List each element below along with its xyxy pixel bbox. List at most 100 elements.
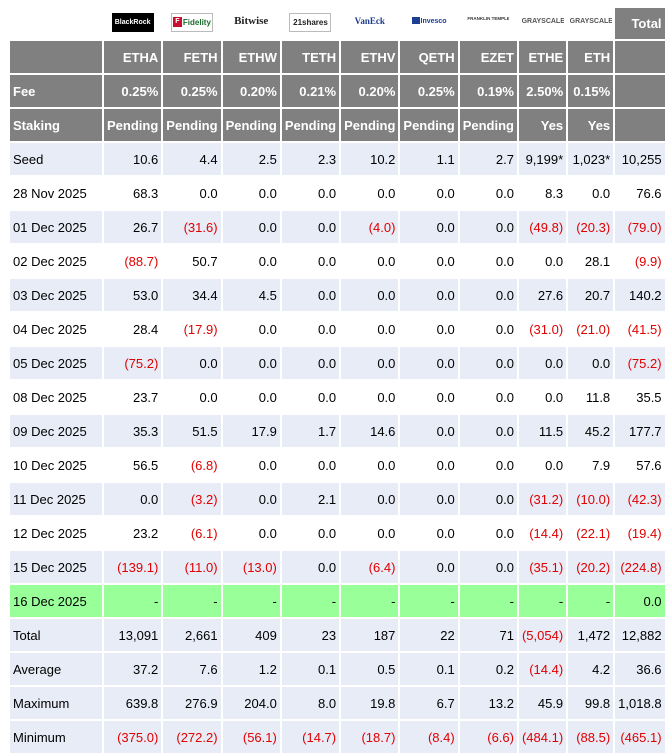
table-row: 02 Dec 2025 (88.7) 50.7 0.0 0.0 0.0 0.0 0.0 0.0 2…	[10, 245, 665, 277]
flow-cell: 0.0	[222, 177, 280, 209]
flow-cell: 0.0	[222, 245, 280, 277]
row-label: 01 Dec 2025	[10, 211, 102, 243]
flow-cell: (272.2)	[163, 721, 221, 753]
flow-cell: 0.0	[341, 313, 399, 345]
flow-cell: 11.8	[568, 381, 614, 413]
corner-cell	[10, 8, 102, 39]
issuer-logo: FRANKLIN TEMPLETON	[459, 8, 517, 39]
row-label: 10 Dec 2025	[10, 449, 102, 481]
flow-cell: 0.0	[341, 177, 399, 209]
flow-cell: -	[568, 585, 614, 617]
flow-cell: 56.5	[104, 449, 162, 481]
flow-cell: 0.5	[341, 653, 399, 685]
issuer-logo: 21shares	[281, 8, 340, 39]
flow-cell: 0.0	[281, 245, 340, 277]
flow-cell: 0.0	[459, 517, 517, 549]
issuer-logo: Invesco	[400, 8, 458, 39]
row-total-cell: 1,018.8	[615, 687, 665, 719]
flow-cell: 0.0	[518, 449, 567, 481]
flow-cell: (21.0)	[568, 313, 614, 345]
flow-cell: (88.7)	[104, 245, 162, 277]
row-label: 28 Nov 2025	[10, 177, 102, 209]
staking-value: Pending	[163, 109, 221, 141]
flow-cell: 20.7	[568, 279, 614, 311]
row-label: 03 Dec 2025	[10, 279, 102, 311]
flow-cell: 8.0	[281, 687, 340, 719]
flow-cell: 17.9	[222, 415, 280, 447]
row-total-cell: (75.2)	[615, 347, 665, 379]
row-total-cell: 10,255	[615, 143, 665, 175]
ticker-header: ETHV	[341, 41, 399, 73]
flow-cell: 0.0	[518, 347, 567, 379]
flow-cell: (5,054)	[518, 619, 567, 651]
flow-cell: -	[341, 585, 399, 617]
flow-cell: 1.7	[281, 415, 340, 447]
fee-value: 0.19%	[459, 75, 517, 107]
staking-value: Pending	[222, 109, 280, 141]
flow-cell: 0.0	[222, 449, 280, 481]
flow-cell: 0.0	[281, 551, 340, 583]
flow-cell: (6.8)	[163, 449, 221, 481]
flow-cell: 0.0	[163, 347, 221, 379]
flow-cell: 34.4	[163, 279, 221, 311]
flow-cell: 0.0	[400, 415, 458, 447]
flow-cell: -	[518, 585, 567, 617]
flow-cell: 0.0	[568, 177, 614, 209]
flow-cell: 99.8	[568, 687, 614, 719]
flow-cell: 0.0	[341, 449, 399, 481]
flow-cell: 8.3	[518, 177, 567, 209]
flow-cell: 0.2	[459, 653, 517, 685]
row-label: 11 Dec 2025	[10, 483, 102, 515]
staking-value: Pending	[400, 109, 458, 141]
flow-cell: (4.0)	[341, 211, 399, 243]
flow-cell: 2,661	[163, 619, 221, 651]
issuer-logo: Bitwise	[222, 8, 280, 39]
flow-cell: 0.0	[281, 279, 340, 311]
ticker-row-label	[10, 41, 102, 73]
table-row: Total 13,091 2,661 409 23 187 22 71 (5,054) 1,472…	[10, 619, 665, 651]
flow-cell: -	[459, 585, 517, 617]
flow-cell: 0.0	[341, 381, 399, 413]
staking-value: Pending	[341, 109, 399, 141]
flow-cell: 0.0	[163, 177, 221, 209]
flow-cell: 2.3	[281, 143, 340, 175]
fee-value: 0.15%	[568, 75, 614, 107]
fee-value: 0.21%	[281, 75, 340, 107]
row-total-cell: 177.7	[615, 415, 665, 447]
row-total-cell: (41.5)	[615, 313, 665, 345]
fee-total-blank	[615, 75, 665, 107]
row-label: Average	[10, 653, 102, 685]
table-row: 28 Nov 2025 68.3 0.0 0.0 0.0 0.0 0.0 0.0 8.3 0.0 7…	[10, 177, 665, 209]
row-total-cell: 12,882	[615, 619, 665, 651]
table-row: Minimum (375.0) (272.2) (56.1) (14.7) (18.7)(…	[10, 721, 665, 753]
flow-cell: 37.2	[104, 653, 162, 685]
flow-cell: (75.2)	[104, 347, 162, 379]
flow-cell: (18.7)	[341, 721, 399, 753]
flow-cell: (3.2)	[163, 483, 221, 515]
flow-cell: 0.1	[400, 653, 458, 685]
flow-cell: 51.5	[163, 415, 221, 447]
flow-cell: 0.0	[341, 517, 399, 549]
flow-cell: -	[281, 585, 340, 617]
flow-cell: 22	[400, 619, 458, 651]
flow-cell: 639.8	[104, 687, 162, 719]
fee-value: 0.25%	[400, 75, 458, 107]
total-column-header: Total	[615, 8, 665, 39]
row-label: Total	[10, 619, 102, 651]
flow-cell: (49.8)	[518, 211, 567, 243]
table-row: Seed 10.6 4.4 2.5 2.3 10.2 1.1 2.7 9,199* 1,023* 1…	[10, 143, 665, 175]
flow-cell: (13.0)	[222, 551, 280, 583]
flow-cell: 0.0	[459, 279, 517, 311]
flow-cell: (139.1)	[104, 551, 162, 583]
flow-cell: -	[222, 585, 280, 617]
fee-row: Fee 0.25% 0.25% 0.20% 0.21% 0.20% 0.25% 0.19% 2.…	[10, 75, 665, 107]
flow-cell: 0.0	[400, 279, 458, 311]
flow-cell: 23.2	[104, 517, 162, 549]
flow-cell: 26.7	[104, 211, 162, 243]
flow-cell: 45.9	[518, 687, 567, 719]
flow-cell: 0.0	[459, 313, 517, 345]
row-label: 15 Dec 2025	[10, 551, 102, 583]
flow-cell: (31.0)	[518, 313, 567, 345]
flow-cell: (31.6)	[163, 211, 221, 243]
flow-cell: 0.0	[568, 347, 614, 379]
